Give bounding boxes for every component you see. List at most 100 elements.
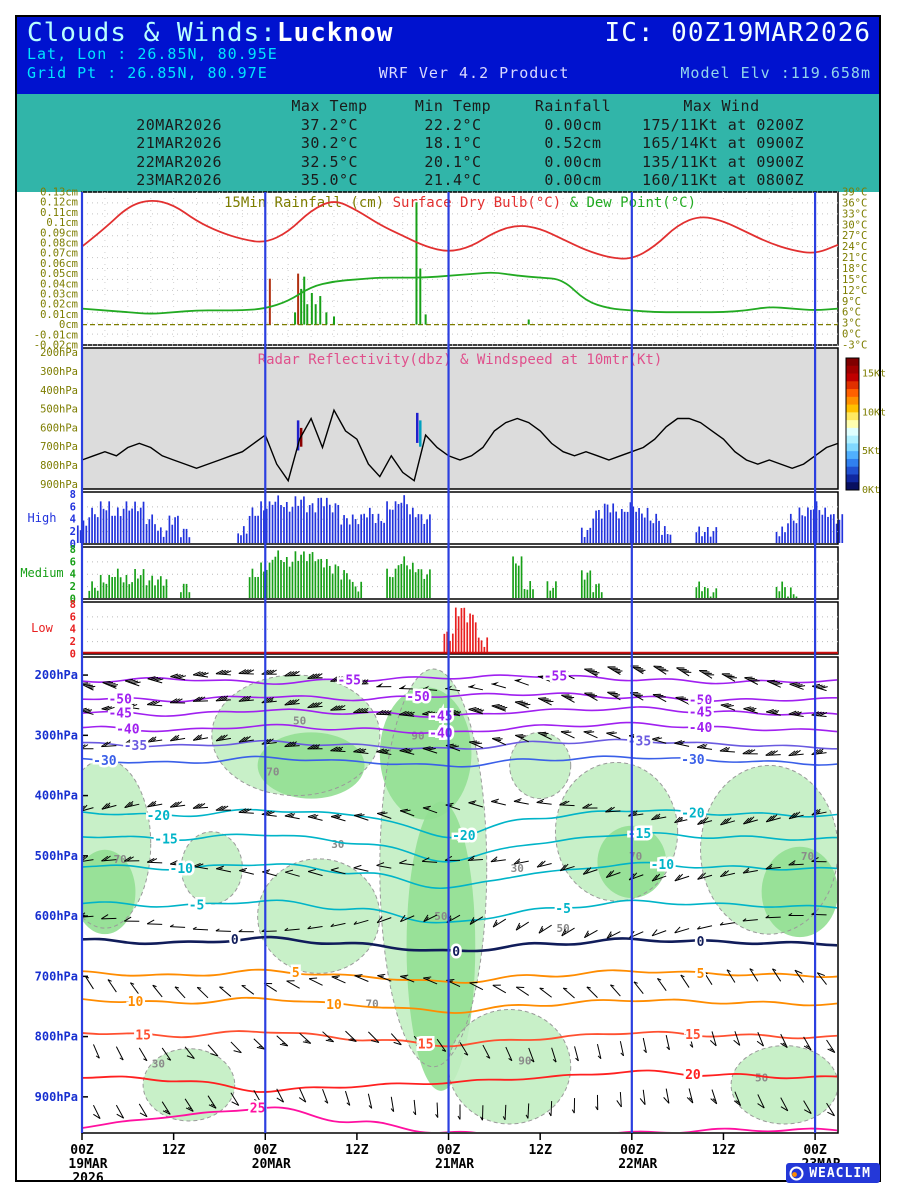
svg-text:-40: -40	[689, 721, 713, 736]
svg-text:5Kt: 5Kt	[862, 446, 880, 457]
svg-text:0.11cm: 0.11cm	[40, 207, 78, 219]
svg-text:400hPa: 400hPa	[40, 385, 78, 397]
svg-text:00Z: 00Z	[70, 1143, 94, 1158]
svg-text:-5: -5	[189, 899, 205, 914]
svg-text:-45: -45	[429, 709, 452, 724]
summary-cell: 0.52cm	[544, 134, 602, 153]
init-condition-label: IC: 00Z19MAR2026	[604, 18, 871, 48]
svg-text:200hPa: 200hPa	[40, 347, 78, 359]
svg-text:800hPa: 800hPa	[35, 1030, 78, 1044]
svg-text:-40: -40	[429, 726, 453, 741]
svg-text:12°C: 12°C	[842, 285, 867, 297]
title-city: Lucknow	[276, 18, 394, 48]
summary-cell: 18.1°C	[424, 134, 482, 153]
svg-text:0.09cm: 0.09cm	[40, 227, 78, 239]
svg-text:15: 15	[685, 1028, 701, 1043]
summary-cell: 0.00cm	[544, 171, 602, 190]
svg-text:0.01cm: 0.01cm	[40, 309, 78, 321]
svg-text:18°C: 18°C	[842, 263, 867, 275]
svg-text:200hPa: 200hPa	[35, 668, 78, 682]
svg-text:600hPa: 600hPa	[35, 909, 78, 923]
svg-text:0: 0	[70, 594, 76, 606]
svg-text:Medium: Medium	[20, 566, 63, 580]
summary-cell: 32.5°C	[300, 152, 359, 171]
summary-header-cell: Rainfall	[534, 97, 612, 116]
svg-text:0.05cm: 0.05cm	[40, 268, 78, 280]
svg-text:20MAR: 20MAR	[252, 1157, 291, 1172]
svg-text:-35: -35	[124, 739, 147, 754]
svg-text:6: 6	[70, 556, 76, 568]
svg-text:-10: -10	[651, 858, 675, 873]
svg-text:8: 8	[70, 599, 76, 611]
svg-text:2: 2	[70, 581, 76, 593]
header-meta-row: Grid Pt : 26.85N, 80.97E WRF Ver 4.2 Pro…	[17, 64, 881, 82]
svg-text:0.03cm: 0.03cm	[40, 289, 78, 301]
svg-text:00Z: 00Z	[254, 1143, 278, 1158]
summary-cell: 37.2°C	[300, 115, 359, 134]
svg-text:500hPa: 500hPa	[35, 849, 78, 863]
svg-text:-15: -15	[628, 827, 651, 842]
svg-text:25: 25	[250, 1101, 266, 1116]
wrf-version-label: WRF Ver 4.2 Product	[378, 64, 570, 82]
svg-text:50: 50	[556, 922, 569, 935]
svg-text:90: 90	[518, 1055, 531, 1068]
summary-cell: 20MAR2026	[136, 115, 222, 134]
svg-text:0: 0	[70, 649, 76, 661]
svg-text:-50: -50	[108, 692, 132, 707]
svg-text:Low: Low	[31, 621, 53, 635]
svg-text:5: 5	[697, 967, 705, 982]
day-separator-lines	[80, 192, 817, 1133]
svg-text:15Kt: 15Kt	[862, 369, 886, 380]
svg-text:600hPa: 600hPa	[40, 422, 78, 434]
weaclim-logo[interactable]: WEACLIM	[786, 1163, 880, 1183]
svg-text:90: 90	[411, 729, 424, 742]
summary-cell: 23MAR2026	[136, 171, 222, 190]
model-elevation-label: Model Elv :119.658m	[680, 64, 871, 82]
summary-header-cell: Max Temp	[291, 97, 368, 116]
svg-text:0.1cm: 0.1cm	[46, 217, 78, 229]
svg-text:500hPa: 500hPa	[40, 404, 78, 416]
svg-text:300hPa: 300hPa	[40, 366, 78, 378]
svg-text:12Z: 12Z	[345, 1143, 369, 1158]
svg-text:8: 8	[70, 544, 76, 556]
svg-text:19MAR: 19MAR	[68, 1157, 107, 1172]
panel-rainfall-temperature: 0.13cm0.12cm0.11cm0.1cm0.09cm0.08cm0.07c…	[34, 187, 868, 352]
svg-text:6°C: 6°C	[842, 307, 861, 319]
header-title-row: Clouds & Winds:Lucknow IC: 00Z19MAR2026	[17, 17, 881, 48]
summary-cell: 20.1°C	[424, 152, 482, 171]
svg-text:9°C: 9°C	[842, 296, 861, 308]
svg-text:15: 15	[135, 1029, 151, 1044]
svg-text:High: High	[28, 511, 57, 525]
svg-text:-15: -15	[154, 832, 177, 847]
svg-text:12Z: 12Z	[528, 1143, 552, 1158]
weaclim-logo-text: WEACLIM	[809, 1165, 871, 1181]
svg-text:0: 0	[70, 539, 76, 551]
svg-text:10Kt: 10Kt	[862, 407, 886, 418]
svg-text:70: 70	[629, 850, 642, 863]
summary-cell: 160/11Kt at 0800Z	[642, 171, 805, 190]
svg-text:0.06cm: 0.06cm	[40, 258, 78, 270]
svg-text:10: 10	[326, 998, 342, 1013]
svg-text:-35: -35	[628, 734, 651, 749]
svg-text:400hPa: 400hPa	[35, 789, 78, 803]
svg-text:00Z: 00Z	[803, 1143, 827, 1158]
svg-text:50: 50	[434, 910, 447, 923]
svg-text:-30: -30	[93, 754, 117, 769]
svg-text:900hPa: 900hPa	[35, 1090, 78, 1104]
svg-text:-50: -50	[689, 693, 713, 708]
summary-header-cell: Max Wind	[683, 97, 760, 116]
svg-text:70: 70	[266, 765, 279, 778]
svg-text:21°C: 21°C	[842, 252, 867, 264]
svg-text:30: 30	[152, 1058, 165, 1071]
summary-row: 23MAR2026 35.0°C 21.4°C 0.00cm 160/11Kt at 0…	[17, 171, 881, 190]
svg-text:0.12cm: 0.12cm	[40, 197, 78, 209]
svg-text:0cm: 0cm	[59, 319, 78, 331]
svg-text:-45: -45	[689, 705, 712, 720]
grid-point-label: Grid Pt : 26.85N, 80.97E	[27, 64, 268, 82]
svg-text:70: 70	[366, 997, 379, 1010]
